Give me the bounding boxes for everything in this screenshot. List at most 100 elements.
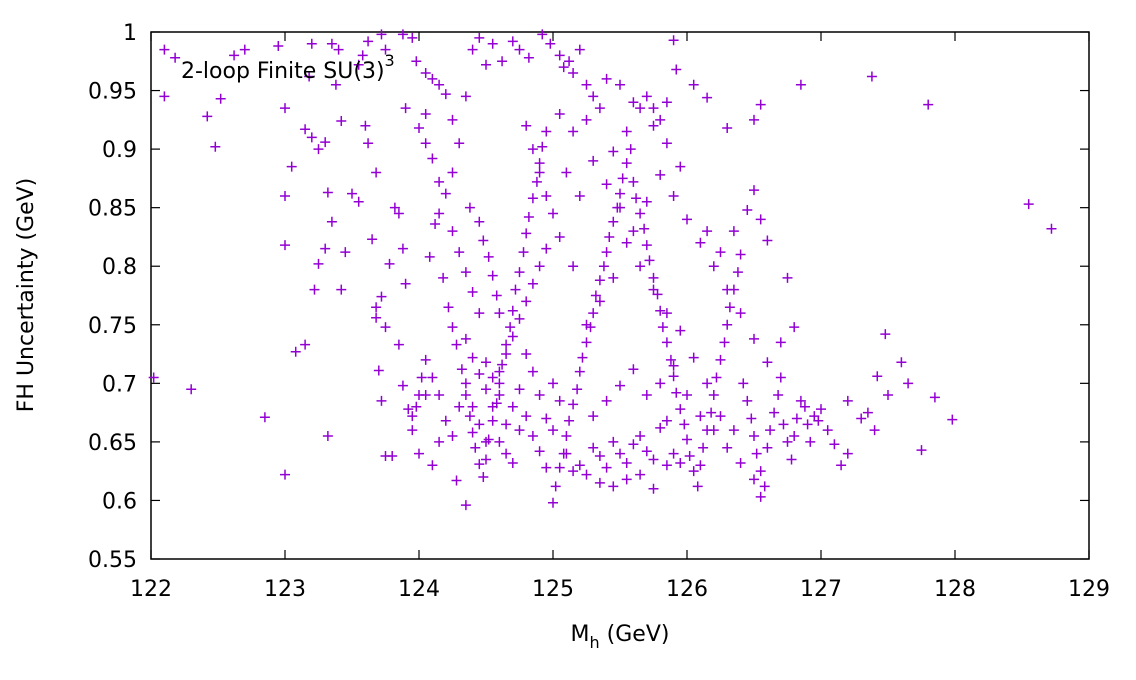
- data-point: [719, 337, 730, 348]
- data-point: [384, 258, 395, 269]
- data-point: [789, 322, 800, 333]
- data-point: [322, 187, 333, 198]
- data-point: [635, 103, 646, 114]
- data-point: [414, 123, 424, 134]
- data-point: [497, 56, 508, 67]
- data-point: [550, 481, 561, 492]
- data-point: [481, 384, 491, 395]
- data-point: [447, 226, 458, 237]
- data-point: [568, 261, 579, 272]
- data-point: [474, 32, 485, 43]
- data-point: [608, 481, 619, 492]
- y-axis-label: FH Uncertainty (GeV): [14, 178, 39, 413]
- data-point: [668, 190, 679, 201]
- data-point: [675, 161, 686, 172]
- data-point: [661, 138, 672, 149]
- data-point: [829, 439, 840, 450]
- y-tick-label: 0.8: [102, 255, 137, 280]
- data-point: [306, 132, 317, 143]
- data-point: [628, 226, 639, 237]
- data-point: [661, 460, 672, 471]
- axis-ticks: [150, 31, 1090, 560]
- data-point: [836, 460, 847, 471]
- data-point: [280, 469, 290, 480]
- x-axis-label-subscript: h: [590, 633, 600, 652]
- data-point: [655, 378, 666, 389]
- data-point: [481, 454, 491, 465]
- data-point: [608, 146, 619, 157]
- data-point: [765, 425, 776, 436]
- data-point: [420, 67, 431, 78]
- data-point: [389, 202, 400, 213]
- data-point: [474, 459, 485, 470]
- data-point: [501, 419, 512, 430]
- data-point: [947, 414, 958, 425]
- data-point: [688, 466, 699, 477]
- data-point: [531, 176, 542, 187]
- data-point: [300, 124, 311, 135]
- data-point: [789, 431, 800, 442]
- data-point: [229, 50, 240, 61]
- data-point: [148, 372, 159, 383]
- data-point: [715, 247, 726, 258]
- data-point: [648, 454, 659, 465]
- data-point: [738, 378, 749, 389]
- data-point: [523, 212, 534, 223]
- data-point: [581, 337, 592, 348]
- data-point: [594, 103, 605, 114]
- data-point: [735, 249, 746, 260]
- annotation-main: 2-loop Finite SU(3): [181, 59, 385, 84]
- data-point: [447, 322, 458, 333]
- x-tick-label: 125: [532, 577, 574, 602]
- data-point: [615, 380, 625, 391]
- data-point: [521, 120, 532, 131]
- data-point: [514, 313, 525, 324]
- data-point: [186, 384, 197, 395]
- data-point: [407, 411, 418, 422]
- data-point: [501, 448, 512, 459]
- data-point: [759, 481, 770, 492]
- data-point: [541, 190, 552, 201]
- data-point: [749, 185, 759, 196]
- data-point: [510, 284, 521, 295]
- data-point: [631, 193, 642, 204]
- data-point: [427, 460, 438, 471]
- data-point: [501, 349, 512, 360]
- y-tick-label: 0.75: [88, 314, 137, 339]
- data-point: [438, 272, 449, 283]
- data-point: [474, 419, 485, 430]
- data-point: [464, 411, 475, 422]
- y-tick-label: 0.65: [88, 431, 137, 456]
- data-point: [728, 425, 739, 436]
- data-point: [668, 448, 679, 459]
- data-point: [460, 378, 471, 389]
- data-point: [671, 64, 682, 75]
- data-point: [487, 372, 498, 383]
- data-point: [604, 231, 615, 242]
- data-point: [621, 237, 632, 248]
- y-tick-label: 0.55: [88, 548, 137, 573]
- data-point: [755, 214, 766, 225]
- data-point: [795, 79, 806, 90]
- x-axis-label-rest: (GeV): [600, 622, 670, 647]
- data-point: [376, 291, 387, 302]
- data-point: [601, 73, 612, 84]
- data-point: [434, 176, 445, 187]
- data-point: [363, 36, 374, 47]
- data-point: [371, 312, 382, 323]
- data-point: [454, 401, 465, 412]
- data-point: [822, 425, 833, 436]
- data-point: [487, 38, 498, 49]
- data-point: [675, 325, 686, 336]
- data-point: [380, 44, 391, 55]
- data-point: [393, 339, 404, 350]
- data-point: [655, 422, 666, 433]
- data-point: [668, 371, 679, 382]
- data-point: [416, 372, 427, 383]
- data-point: [387, 450, 398, 461]
- data-point: [470, 442, 481, 453]
- data-point: [451, 339, 462, 350]
- data-point: [805, 436, 816, 447]
- data-point: [494, 366, 505, 377]
- data-point: [434, 79, 445, 90]
